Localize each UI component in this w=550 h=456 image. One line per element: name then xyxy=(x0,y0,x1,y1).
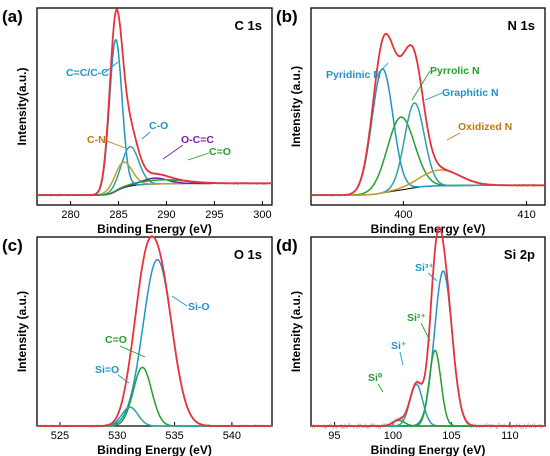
component-line xyxy=(37,179,272,196)
x-tick-label: 280 xyxy=(61,209,79,221)
component-label: C=C/C-C xyxy=(66,67,109,79)
x-tick-label: 530 xyxy=(108,430,126,442)
x-tick-label: 100 xyxy=(384,430,402,442)
x-tick-label: 535 xyxy=(165,430,183,442)
envelope-line xyxy=(37,235,272,427)
component-label: Graphitic N xyxy=(442,87,499,99)
x-axis-title: Binding Energy (eV) xyxy=(97,222,212,236)
panel-label: (c) xyxy=(2,236,23,255)
panel-label: (d) xyxy=(276,236,298,255)
background-line xyxy=(37,182,272,196)
plot-frame xyxy=(310,7,546,206)
x-tick-label: 290 xyxy=(157,209,175,221)
component-label: O-C=C xyxy=(181,134,214,146)
panel-label: (b) xyxy=(276,7,298,26)
y-axis-title: Intensity (a.u.) xyxy=(289,291,303,372)
leader-line xyxy=(420,322,431,342)
panel-d: 95 100 105 110 Binding Energy (eV) Intensity … xyxy=(276,224,546,456)
component-label: Si³⁺ xyxy=(415,262,434,274)
envelope-line xyxy=(311,226,545,427)
component-label: Pyrrolic N xyxy=(430,65,480,77)
component-label: C=O xyxy=(209,146,231,158)
panel-title: N 1s xyxy=(508,18,535,33)
component-line xyxy=(311,349,545,427)
component-label: C-O xyxy=(149,120,168,132)
x-axis-title: Binding Energy (eV) xyxy=(97,443,212,456)
leader-line xyxy=(376,62,389,76)
x-tick-label: 95 xyxy=(328,430,340,442)
x-axis-title: Binding Energy (eV) xyxy=(371,222,486,236)
panel-title: O 1s xyxy=(234,247,262,262)
leader-line xyxy=(106,140,126,149)
leader-line xyxy=(427,272,438,282)
x-tick-label: 400 xyxy=(394,209,412,221)
component-line xyxy=(37,145,272,196)
leader-line xyxy=(103,61,119,74)
envelope-line xyxy=(311,32,545,196)
plot-frame xyxy=(36,7,273,206)
component-label: Si⁰ xyxy=(368,372,383,384)
leader-line xyxy=(171,295,188,307)
leader-line xyxy=(399,351,404,366)
panel-title: C 1s xyxy=(235,18,262,33)
y-axis-title: Intensity(a.u.) xyxy=(15,67,29,145)
x-axis-title: Binding Energy (eV) xyxy=(371,443,486,456)
component-label: Si-O xyxy=(188,301,210,313)
panel-label: (a) xyxy=(2,7,23,26)
x-tick-label: 295 xyxy=(205,209,223,221)
panel-a: 280 285 290 295 300 Binding Energy (eV) Intens… xyxy=(2,7,273,236)
component-label: Pyridinic N xyxy=(326,69,381,81)
x-tick-label: 300 xyxy=(253,209,271,221)
component-label: Si=O xyxy=(95,364,119,376)
component-label: C=O xyxy=(105,334,127,346)
component-line xyxy=(37,406,272,427)
y-axis-title: Intensity (a.u.) xyxy=(15,291,29,372)
envelope-line xyxy=(37,8,272,196)
x-tick-label: 525 xyxy=(51,430,69,442)
component-line xyxy=(311,102,545,196)
component-label: C-N xyxy=(87,134,106,146)
raw-data-line xyxy=(310,32,546,198)
component-label: Si²⁺ xyxy=(407,312,426,324)
component-label: Si⁺ xyxy=(391,340,406,352)
panel-c: 525 530 535 540 Binding Energy (eV) Intensity… xyxy=(2,235,273,456)
leader-line xyxy=(424,92,443,101)
x-tick-label: 105 xyxy=(442,430,460,442)
panel-b: 400 410 Binding Energy (eV) Intensity (a.u.… xyxy=(276,7,546,236)
plot-frame xyxy=(36,236,273,427)
x-tick-label: 285 xyxy=(109,209,127,221)
leader-line xyxy=(187,152,210,161)
leader-line xyxy=(162,144,184,160)
leader-line xyxy=(377,383,384,393)
leader-line xyxy=(117,374,130,384)
leader-line xyxy=(141,131,151,140)
component-line xyxy=(37,366,272,427)
leader-line xyxy=(119,345,146,358)
y-axis-title: Intensity (a.u.) xyxy=(289,66,303,147)
component-label: Oxidized N xyxy=(458,121,512,133)
leader-line xyxy=(411,70,431,101)
x-tick-label: 110 xyxy=(501,430,519,442)
raw-data-line xyxy=(37,8,273,197)
x-tick-label: 540 xyxy=(223,430,241,442)
leader-line xyxy=(446,132,461,141)
panel-title: Si 2p xyxy=(504,247,535,262)
x-tick-label: 410 xyxy=(517,209,535,221)
component-line xyxy=(311,169,545,196)
component-line xyxy=(37,38,272,196)
